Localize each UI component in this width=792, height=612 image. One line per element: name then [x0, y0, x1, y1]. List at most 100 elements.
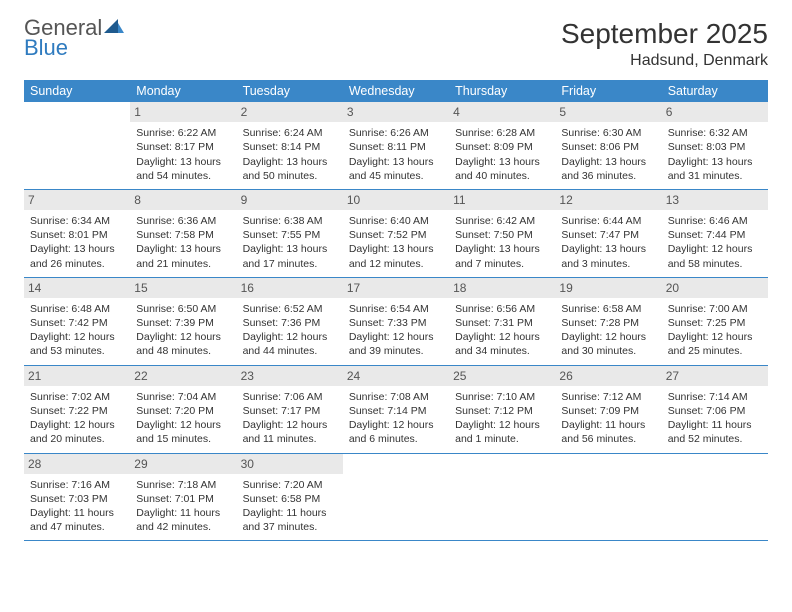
title-block: September 2025 Hadsund, Denmark: [561, 18, 768, 70]
sunrise-text: Sunrise: 6:48 AM: [30, 302, 124, 316]
daylight-text: Daylight: 13 hours and 40 minutes.: [455, 155, 549, 183]
location-label: Hadsund, Denmark: [561, 52, 768, 70]
day-cell: 18Sunrise: 6:56 AMSunset: 7:31 PMDayligh…: [449, 278, 555, 365]
sunset-text: Sunset: 7:58 PM: [136, 228, 230, 242]
sunrise-text: Sunrise: 7:20 AM: [243, 478, 337, 492]
sunset-text: Sunset: 8:17 PM: [136, 140, 230, 154]
daylight-text: Daylight: 13 hours and 54 minutes.: [136, 155, 230, 183]
sunrise-text: Sunrise: 6:36 AM: [136, 214, 230, 228]
day-number: 25: [449, 366, 555, 386]
day-cell: 30Sunrise: 7:20 AMSunset: 6:58 PMDayligh…: [237, 454, 343, 541]
sunrise-text: Sunrise: 6:46 AM: [668, 214, 762, 228]
sunrise-text: Sunrise: 6:30 AM: [561, 126, 655, 140]
sunset-text: Sunset: 7:55 PM: [243, 228, 337, 242]
daylight-text: Daylight: 13 hours and 36 minutes.: [561, 155, 655, 183]
sunrise-text: Sunrise: 7:18 AM: [136, 478, 230, 492]
sunrise-text: Sunrise: 6:34 AM: [30, 214, 124, 228]
sunrise-text: Sunrise: 7:00 AM: [668, 302, 762, 316]
day-cell: 24 Sunrise: 7:08 AMSunset: 7:14 PMDayligh…: [343, 366, 449, 453]
day-number: 1: [130, 102, 236, 122]
daylight-text: Daylight: 11 hours and 52 minutes.: [668, 418, 762, 446]
day-number: 2: [237, 102, 343, 122]
day-number: 6: [662, 102, 768, 122]
sunset-text: Sunset: 7:39 PM: [136, 316, 230, 330]
daylight-text: Daylight: 12 hours and 53 minutes.: [30, 330, 124, 358]
sunrise-text: Sunrise: 7:14 AM: [668, 390, 762, 404]
day-number: 30: [237, 454, 343, 474]
day-cell: 23Sunrise: 7:06 AMSunset: 7:17 PMDayligh…: [237, 366, 343, 453]
day-cell: 12Sunrise: 6:44 AMSunset: 7:47 PMDayligh…: [555, 190, 661, 277]
day-cell: 4Sunrise: 6:28 AMSunset: 8:09 PMDaylight…: [449, 102, 555, 189]
sunset-text: Sunset: 7:20 PM: [136, 404, 230, 418]
day-cell: 29Sunrise: 7:18 AMSunset: 7:01 PMDayligh…: [130, 454, 236, 541]
sunset-text: Sunset: 7:52 PM: [349, 228, 443, 242]
day-number: 3: [343, 102, 449, 122]
day-header: Sunday: [24, 80, 130, 102]
day-header: Saturday: [662, 80, 768, 102]
day-cell: 25Sunrise: 7:10 AMSunset: 7:12 PMDayligh…: [449, 366, 555, 453]
header: General Blue September 2025 Hadsund, Den…: [24, 18, 768, 70]
day-cell: [343, 454, 449, 541]
daylight-text: Daylight: 12 hours and 30 minutes.: [561, 330, 655, 358]
sunrise-text: Sunrise: 6:24 AM: [243, 126, 337, 140]
day-number: 21: [24, 366, 130, 386]
sunset-text: Sunset: 7:28 PM: [561, 316, 655, 330]
weeks-container: 1Sunrise: 6:22 AMSunset: 8:17 PMDaylight…: [24, 102, 768, 541]
sunset-text: Sunset: 7:44 PM: [668, 228, 762, 242]
sunset-text: Sunset: 7:14 PM: [349, 404, 443, 418]
sunset-text: Sunset: 7:33 PM: [349, 316, 443, 330]
sunset-text: Sunset: 8:09 PM: [455, 140, 549, 154]
day-cell: 10Sunrise: 6:40 AMSunset: 7:52 PMDayligh…: [343, 190, 449, 277]
day-number: 18: [449, 278, 555, 298]
day-cell: 22Sunrise: 7:04 AMSunset: 7:20 PMDayligh…: [130, 366, 236, 453]
daylight-text: Daylight: 12 hours and 6 minutes.: [349, 418, 443, 446]
sunrise-text: Sunrise: 7:16 AM: [30, 478, 124, 492]
day-number: 28: [24, 454, 130, 474]
sunrise-text: Sunrise: 7:04 AM: [136, 390, 230, 404]
day-header: Monday: [130, 80, 236, 102]
week-row: 21Sunrise: 7:02 AMSunset: 7:22 PMDayligh…: [24, 366, 768, 454]
week-row: 28Sunrise: 7:16 AMSunset: 7:03 PMDayligh…: [24, 454, 768, 542]
day-number: 29: [130, 454, 236, 474]
sunset-text: Sunset: 7:17 PM: [243, 404, 337, 418]
day-cell: 7Sunrise: 6:34 AMSunset: 8:01 PMDaylight…: [24, 190, 130, 277]
month-title: September 2025: [561, 18, 768, 50]
sunset-text: Sunset: 7:25 PM: [668, 316, 762, 330]
sunrise-text: Sunrise: 7:08 AM: [349, 390, 443, 404]
day-cell: 26Sunrise: 7:12 AMSunset: 7:09 PMDayligh…: [555, 366, 661, 453]
day-cell: 20Sunrise: 7:00 AMSunset: 7:25 PMDayligh…: [662, 278, 768, 365]
day-cell: 15Sunrise: 6:50 AMSunset: 7:39 PMDayligh…: [130, 278, 236, 365]
day-cell: 2Sunrise: 6:24 AMSunset: 8:14 PMDaylight…: [237, 102, 343, 189]
sunrise-text: Sunrise: 6:32 AM: [668, 126, 762, 140]
daylight-text: Daylight: 12 hours and 58 minutes.: [668, 242, 762, 270]
day-cell: 14Sunrise: 6:48 AMSunset: 7:42 PMDayligh…: [24, 278, 130, 365]
sunrise-text: Sunrise: 7:12 AM: [561, 390, 655, 404]
day-number: 11: [449, 190, 555, 210]
daylight-text: Daylight: 12 hours and 44 minutes.: [243, 330, 337, 358]
daylight-text: Daylight: 13 hours and 50 minutes.: [243, 155, 337, 183]
day-number: 22: [130, 366, 236, 386]
daylight-text: Daylight: 13 hours and 7 minutes.: [455, 242, 549, 270]
sunset-text: Sunset: 8:03 PM: [668, 140, 762, 154]
day-number: 15: [130, 278, 236, 298]
day-cell: 8Sunrise: 6:36 AMSunset: 7:58 PMDaylight…: [130, 190, 236, 277]
day-number: 20: [662, 278, 768, 298]
day-number: 7: [24, 190, 130, 210]
day-number: 19: [555, 278, 661, 298]
sunrise-text: Sunrise: 6:44 AM: [561, 214, 655, 228]
day-number: 24: [343, 366, 449, 386]
day-cell: 19Sunrise: 6:58 AMSunset: 7:28 PMDayligh…: [555, 278, 661, 365]
sunrise-text: Sunrise: 6:52 AM: [243, 302, 337, 316]
sunset-text: Sunset: 7:31 PM: [455, 316, 549, 330]
day-cell: 1Sunrise: 6:22 AMSunset: 8:17 PMDaylight…: [130, 102, 236, 189]
day-number: 27: [662, 366, 768, 386]
sunset-text: Sunset: 7:50 PM: [455, 228, 549, 242]
sunrise-text: Sunrise: 6:26 AM: [349, 126, 443, 140]
logo: General Blue: [24, 18, 124, 58]
day-number: 14: [24, 278, 130, 298]
day-number: 10: [343, 190, 449, 210]
week-row: 1Sunrise: 6:22 AMSunset: 8:17 PMDaylight…: [24, 102, 768, 190]
day-cell: [24, 102, 130, 189]
sunset-text: Sunset: 7:06 PM: [668, 404, 762, 418]
day-number: 12: [555, 190, 661, 210]
